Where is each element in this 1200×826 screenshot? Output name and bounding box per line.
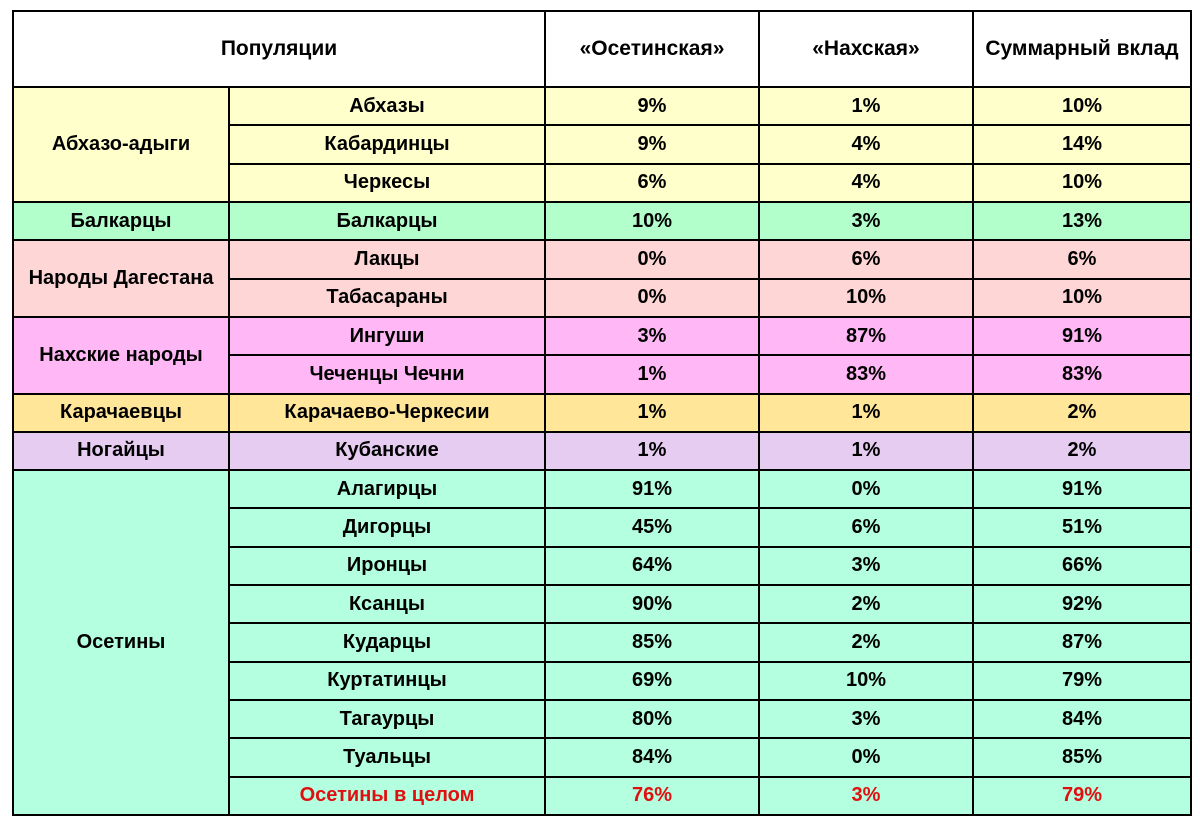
ossetian-cell: 1% bbox=[544, 430, 760, 472]
nakh-cell: 87% bbox=[758, 315, 974, 357]
ossetian-cell: 91% bbox=[544, 469, 760, 510]
population-cell: Иронцы bbox=[228, 545, 546, 587]
ossetian-cell: 45% bbox=[544, 507, 760, 548]
population-cell: Табасараны bbox=[228, 277, 546, 318]
group-name-cell: Осетины bbox=[12, 469, 230, 816]
total-cell: 6% bbox=[972, 239, 1192, 280]
ossetian-cell: 84% bbox=[544, 737, 760, 778]
population-cell: Дигорцы bbox=[228, 507, 546, 548]
ossetian-cell: 9% bbox=[544, 124, 760, 165]
nakh-cell: 3% bbox=[758, 775, 974, 817]
nakh-cell: 1% bbox=[758, 85, 974, 127]
ossetian-cell: 10% bbox=[544, 200, 760, 242]
ossetian-cell: 6% bbox=[544, 162, 760, 203]
group-name-cell: Абхазо-адыги bbox=[12, 86, 230, 203]
total-cell: 83% bbox=[972, 354, 1192, 395]
total-cell: 13% bbox=[972, 200, 1192, 242]
total-cell: 92% bbox=[972, 584, 1192, 625]
population-cell: Туальцы bbox=[228, 737, 546, 778]
nakh-cell: 2% bbox=[758, 584, 974, 625]
total-cell: 14% bbox=[972, 124, 1192, 165]
total-cell: 91% bbox=[972, 469, 1192, 510]
ossetian-cell: 64% bbox=[544, 545, 760, 587]
header-ossetian: «Осетинская» bbox=[544, 10, 760, 88]
nakh-cell: 3% bbox=[758, 545, 974, 587]
total-cell: 66% bbox=[972, 545, 1192, 587]
population-cell: Кударцы bbox=[228, 622, 546, 663]
total-cell: 10% bbox=[972, 277, 1192, 318]
nakh-cell: 2% bbox=[758, 622, 974, 663]
population-cell: Кубанские bbox=[228, 430, 546, 472]
population-cell: Тагаурцы bbox=[228, 698, 546, 740]
total-cell: 84% bbox=[972, 698, 1192, 740]
population-cell: Ингуши bbox=[228, 315, 546, 357]
ossetian-cell: 1% bbox=[544, 392, 760, 433]
total-cell: 91% bbox=[972, 315, 1192, 357]
population-cell: Куртатинцы bbox=[228, 660, 546, 702]
nakh-cell: 10% bbox=[758, 660, 974, 702]
population-cell: Алагирцы bbox=[228, 469, 546, 510]
ossetian-cell: 9% bbox=[544, 85, 760, 127]
population-cell: Ксанцы bbox=[228, 584, 546, 625]
ossetian-cell: 85% bbox=[544, 622, 760, 663]
total-cell: 79% bbox=[972, 775, 1192, 817]
table-row: Народы Дагестана Лакцы 0% 6% 6% bbox=[12, 239, 1192, 318]
total-cell: 2% bbox=[972, 392, 1192, 433]
group-name-cell: Народы Дагестана bbox=[12, 239, 230, 318]
nakh-cell: 0% bbox=[758, 469, 974, 510]
table-row: Кабардинцы 9% 4% 14% bbox=[13, 124, 1192, 165]
ossetian-cell: 0% bbox=[544, 277, 760, 318]
nakh-cell: 1% bbox=[758, 430, 974, 472]
total-cell: 10% bbox=[972, 162, 1192, 203]
table-row: Балкарцы Балкарцы 10% 3% 13% bbox=[12, 200, 1192, 242]
ossetian-cell: 80% bbox=[544, 698, 760, 740]
population-cell: Абхазы bbox=[228, 85, 546, 127]
header-total: Суммарный вклад bbox=[972, 10, 1192, 88]
nakh-cell: 10% bbox=[758, 277, 974, 318]
nakh-cell: 4% bbox=[758, 124, 974, 165]
nakh-cell: 83% bbox=[758, 354, 974, 395]
table-body: Абхазо-адыги Абхазы 9% 1% 10% Кабардинцы 9% 4% 1… bbox=[12, 85, 1192, 817]
header-nakh: «Нахская» bbox=[758, 10, 974, 88]
ossetian-cell: 76% bbox=[544, 775, 760, 817]
table-row: Карачаевцы Карачаево-Черкесии 1% 1% 2% bbox=[12, 392, 1192, 433]
header-row: Популяции «Осетинская» «Нахская» Суммарн… bbox=[12, 10, 1192, 88]
table-row: Иронцы 64% 3% 66% bbox=[13, 545, 1192, 587]
table-row: Осетины Алагирцы 91% 0% 91% bbox=[12, 469, 1192, 816]
ossetian-cell: 0% bbox=[544, 239, 760, 280]
ossetian-cell: 90% bbox=[544, 584, 760, 625]
total-cell: 10% bbox=[972, 85, 1192, 127]
total-cell: 51% bbox=[972, 507, 1192, 548]
group-name-cell: Карачаевцы bbox=[12, 392, 230, 433]
nakh-cell: 3% bbox=[758, 200, 974, 242]
total-cell: 2% bbox=[972, 430, 1192, 472]
total-cell: 87% bbox=[972, 622, 1192, 663]
population-cell: Балкарцы bbox=[228, 200, 546, 242]
ossetian-cell: 1% bbox=[544, 354, 760, 395]
nakh-cell: 4% bbox=[758, 162, 974, 203]
table-row: Нахские народы Ингуши 3% 87% 91% bbox=[12, 315, 1192, 395]
population-cell: Осетины в целом bbox=[228, 775, 546, 817]
ossetian-cell: 3% bbox=[544, 315, 760, 357]
population-cell: Кабардинцы bbox=[228, 124, 546, 165]
population-cell: Лакцы bbox=[228, 239, 546, 280]
total-cell: 85% bbox=[972, 737, 1192, 778]
nakh-cell: 1% bbox=[758, 392, 974, 433]
header-populations: Популяции bbox=[12, 10, 546, 88]
group-name-cell: Ногайцы bbox=[12, 430, 230, 472]
nakh-cell: 6% bbox=[758, 507, 974, 548]
nakh-cell: 0% bbox=[758, 737, 974, 778]
nakh-cell: 6% bbox=[758, 239, 974, 280]
group-name-cell: Нахские народы bbox=[12, 315, 230, 395]
total-cell: 79% bbox=[972, 660, 1192, 702]
table-row: Абхазо-адыги Абхазы 9% 1% 10% bbox=[12, 85, 1192, 203]
ossetian-cell: 69% bbox=[544, 660, 760, 702]
group-name-cell: Балкарцы bbox=[12, 200, 230, 242]
nakh-cell: 3% bbox=[758, 698, 974, 740]
population-cell: Чеченцы Чечни bbox=[228, 354, 546, 395]
population-cell: Черкесы bbox=[228, 162, 546, 203]
ancestry-table: Популяции «Осетинская» «Нахская» Суммарн… bbox=[12, 10, 1192, 817]
population-cell: Карачаево-Черкесии bbox=[228, 392, 546, 433]
table-row: Ногайцы Кубанские 1% 1% 2% bbox=[12, 430, 1192, 472]
